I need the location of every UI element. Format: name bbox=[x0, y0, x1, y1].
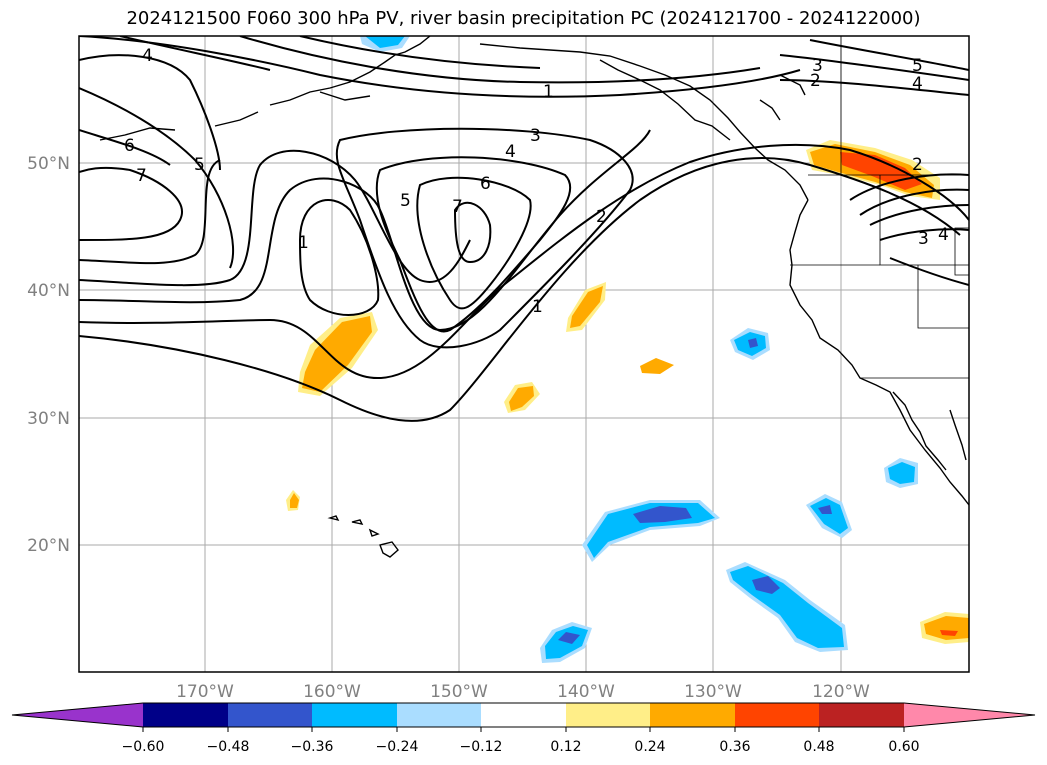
contour-label: 6 bbox=[480, 174, 491, 194]
colorbar-tick-label: 0.12 bbox=[550, 739, 581, 755]
precip-negative-region bbox=[365, 36, 405, 48]
contour-label: 4 bbox=[505, 142, 516, 162]
precip-positive-region bbox=[290, 493, 299, 508]
lon-label: 140°W bbox=[557, 682, 615, 702]
pv-contours bbox=[79, 36, 969, 422]
contour-label: 1 bbox=[298, 233, 309, 253]
colorbar-tick-label: −0.12 bbox=[460, 739, 503, 755]
precip-negative-region bbox=[730, 566, 844, 648]
precip-negative-region bbox=[748, 338, 758, 348]
precip-positive-region bbox=[940, 630, 958, 636]
contour-label: 5 bbox=[194, 155, 205, 175]
lat-label: 20°N bbox=[27, 536, 70, 556]
precip-positive-region bbox=[509, 386, 534, 411]
map-area: 4 6 7 5 1 3 4 6 7 5 1 2 1 3 2 5 4 2 3 4 bbox=[79, 36, 969, 672]
contour-label: 4 bbox=[912, 74, 923, 94]
colorbar-segment bbox=[819, 703, 904, 727]
colorbar-tick-label: −0.60 bbox=[122, 739, 165, 755]
colorbar-segment bbox=[143, 703, 228, 727]
colorbar-segment bbox=[735, 703, 819, 727]
precip-negative-region bbox=[545, 626, 588, 659]
precip-positive-region bbox=[640, 358, 674, 374]
precip-negative-region bbox=[558, 632, 580, 644]
contour-label: 4 bbox=[142, 46, 153, 66]
precip-positive-region bbox=[302, 316, 372, 392]
contour-label: 3 bbox=[812, 56, 823, 76]
colorbar-segment bbox=[397, 703, 481, 727]
contour-label: 2 bbox=[810, 71, 821, 91]
contour-label: 1 bbox=[532, 297, 543, 317]
colorbar-segment bbox=[650, 703, 735, 727]
precip-negative-region bbox=[633, 506, 692, 523]
precip-negative-region bbox=[888, 462, 915, 484]
colorbar-segment bbox=[228, 703, 312, 727]
colorbar: −0.60 −0.48 −0.36 −0.24 −0.12 0.12 0.24 … bbox=[11, 702, 1036, 755]
latitude-labels: 50°N 40°N 30°N 20°N bbox=[27, 154, 70, 556]
map-title: 2024121500 F060 300 hPa PV, river basin … bbox=[126, 8, 921, 29]
colorbar-segment bbox=[312, 703, 397, 727]
lon-label: 150°W bbox=[430, 682, 488, 702]
colorbar-tick-label: −0.48 bbox=[207, 739, 250, 755]
colorbar-segment bbox=[566, 703, 650, 727]
contour-label: 5 bbox=[400, 191, 411, 211]
contour-label: 6 bbox=[124, 136, 135, 156]
precip-positive-region bbox=[570, 286, 603, 328]
lat-label: 30°N bbox=[27, 409, 70, 429]
lon-label: 170°W bbox=[176, 682, 234, 702]
precip-shading bbox=[286, 36, 969, 663]
precip-positive-region bbox=[924, 616, 969, 640]
colorbar-extend-high bbox=[904, 703, 1035, 727]
colorbar-tick-label: −0.24 bbox=[376, 739, 419, 755]
longitude-labels: 170°W 160°W 150°W 140°W 130°W 120°W bbox=[176, 682, 870, 702]
contour-label: 4 bbox=[938, 225, 949, 245]
contour-label: 5 bbox=[912, 56, 923, 76]
lat-label: 40°N bbox=[27, 281, 70, 301]
coastlines bbox=[99, 36, 969, 558]
contour-label: 7 bbox=[136, 166, 147, 186]
lat-label: 50°N bbox=[27, 154, 70, 174]
lon-label: 120°W bbox=[812, 682, 870, 702]
colorbar-tick-label: −0.36 bbox=[291, 739, 334, 755]
contour-label: 2 bbox=[912, 155, 923, 175]
contour-label: 3 bbox=[918, 229, 929, 249]
colorbar-tick-label: 0.36 bbox=[719, 739, 750, 755]
colorbar-tick-label: 0.48 bbox=[803, 739, 834, 755]
map-frame bbox=[78, 35, 970, 673]
contour-label: 1 bbox=[543, 82, 554, 102]
colorbar-tick-label: 0.24 bbox=[634, 739, 665, 755]
precip-negative-region bbox=[810, 498, 848, 534]
colorbar-segment bbox=[481, 703, 566, 727]
colorbar-extend-low bbox=[12, 703, 143, 727]
colorbar-tick-label: 0.60 bbox=[888, 739, 919, 755]
lon-label: 130°W bbox=[684, 682, 742, 702]
precip-negative-region bbox=[752, 576, 780, 594]
lon-label: 160°W bbox=[303, 682, 361, 702]
precip-negative-region bbox=[818, 505, 832, 514]
contour-label: 2 bbox=[596, 207, 607, 227]
contour-label: 7 bbox=[452, 197, 463, 217]
contour-labels: 4 6 7 5 1 3 4 6 7 5 1 2 1 3 2 5 4 2 3 4 bbox=[124, 46, 949, 317]
contour-label: 3 bbox=[530, 126, 541, 146]
